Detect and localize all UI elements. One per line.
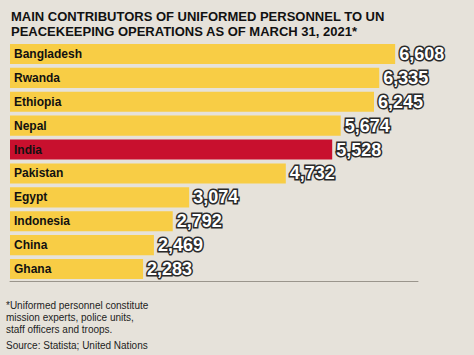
svg-text:MAIN CONTRIBUTORS OF UNIFORMED: MAIN CONTRIBUTORS OF UNIFORMED PERSONNEL… <box>11 9 388 24</box>
svg-text:China: China <box>14 238 48 252</box>
svg-text:2,283: 2,283 <box>147 259 192 279</box>
svg-text:Nepal: Nepal <box>14 119 47 133</box>
svg-text:6,608: 6,608 <box>399 44 444 64</box>
svg-text:3,074: 3,074 <box>193 187 238 207</box>
svg-text:Source: Statista; United Natio: Source: Statista; United Nations <box>6 340 148 351</box>
svg-text:Pakistan: Pakistan <box>14 166 63 180</box>
svg-text:Ghana: Ghana <box>14 262 52 276</box>
svg-text:PEACEKEEPING OPERATIONS AS OF: PEACEKEEPING OPERATIONS AS OF MARCH 31, … <box>11 24 358 39</box>
svg-text:Rwanda: Rwanda <box>14 71 60 85</box>
svg-text:Ethiopia: Ethiopia <box>14 95 62 109</box>
svg-text:2,469: 2,469 <box>158 235 203 255</box>
svg-text:Egypt: Egypt <box>14 190 47 204</box>
svg-text:6,335: 6,335 <box>383 68 428 88</box>
svg-text:Bangladesh: Bangladesh <box>14 47 82 61</box>
svg-text:5,674: 5,674 <box>345 116 390 136</box>
svg-text:4,732: 4,732 <box>290 163 335 183</box>
svg-text:India: India <box>14 143 42 157</box>
svg-text:2,792: 2,792 <box>177 211 222 231</box>
svg-text:5,528: 5,528 <box>336 140 381 160</box>
svg-text:mission experts, police units,: mission experts, police units, <box>6 312 137 323</box>
svg-text:6,245: 6,245 <box>378 92 423 112</box>
svg-text:*Uniformed personnel constitut: *Uniformed personnel constitute <box>6 300 151 311</box>
svg-text:Indonesia: Indonesia <box>14 214 70 228</box>
svg-text:staff officers and troops.: staff officers and troops. <box>6 324 112 335</box>
